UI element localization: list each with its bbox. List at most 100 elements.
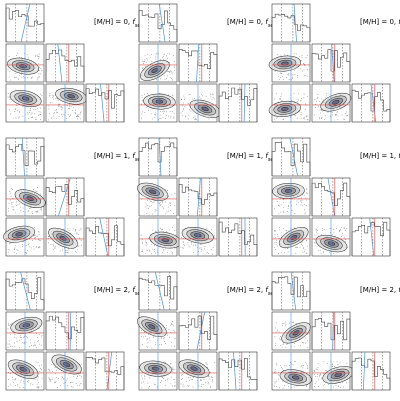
sample-point [194, 119, 196, 121]
sample-point [284, 53, 286, 55]
sample-point [75, 252, 77, 253]
title-part: [M/H] = 0, [360, 18, 398, 26]
sample-point [79, 118, 81, 120]
sample-point [198, 251, 200, 252]
sample-point [165, 327, 167, 329]
sample-point [286, 230, 288, 232]
sample-point [155, 58, 157, 60]
sample-point [275, 322, 277, 324]
sample-point [37, 54, 39, 56]
sample-point [319, 112, 321, 114]
sample-point [25, 245, 27, 246]
sample-point [15, 72, 17, 74]
sample-point [151, 205, 153, 207]
sample-point [36, 246, 38, 247]
sample-point [278, 253, 280, 254]
sample-point [39, 111, 41, 113]
subplot-frame [5, 3, 45, 43]
sample-point [212, 94, 214, 95]
sample-point [32, 189, 34, 190]
sample-point [56, 109, 58, 111]
sample-point [169, 77, 171, 78]
histogram [311, 318, 351, 350]
sample-point [275, 344, 277, 346]
sample-point [48, 235, 50, 237]
sample-point [339, 229, 341, 231]
sample-point [208, 381, 210, 383]
sample-point [302, 205, 304, 206]
sample-point [339, 387, 341, 388]
sample-point [281, 73, 282, 75]
truth-line [20, 271, 31, 311]
sample-point [148, 387, 150, 389]
sample-point [155, 56, 157, 58]
sample-point [146, 244, 148, 246]
sample-point [10, 195, 12, 197]
sample-point [295, 361, 296, 362]
sample-point [182, 247, 184, 248]
sample-point [200, 250, 202, 252]
sample-point [165, 201, 167, 203]
sample-point [321, 227, 323, 229]
sample-point [55, 369, 57, 371]
sample-point [317, 97, 319, 99]
sample-point [172, 323, 174, 325]
sample-point [169, 71, 171, 72]
sample-point [39, 371, 41, 372]
sample-point [70, 381, 71, 383]
sample-point [144, 55, 146, 57]
histogram [138, 276, 178, 310]
sample-point [274, 385, 275, 387]
sample-point [146, 213, 148, 214]
sample-point [171, 78, 172, 80]
sample-point [40, 239, 41, 241]
sample-point [286, 77, 288, 78]
sample-point [9, 383, 11, 385]
sample-point [174, 65, 175, 67]
sample-point [172, 95, 174, 97]
sample-point [145, 245, 147, 247]
sample-point [337, 119, 339, 120]
sample-point [164, 79, 166, 80]
sample-point [305, 188, 307, 190]
sample-point [34, 344, 36, 346]
sample-point [79, 385, 80, 386]
sample-point [331, 364, 333, 366]
sample-point [30, 342, 32, 344]
sample-point [278, 374, 280, 376]
corner-plot: [M/H] = 1, fsed = 1 [137, 137, 291, 257]
sample-point [287, 247, 289, 249]
sample-point [142, 344, 144, 345]
sample-point [195, 118, 196, 119]
sample-point [160, 204, 162, 205]
sample-point [143, 62, 144, 64]
sample-point [141, 113, 143, 115]
sample-point [321, 117, 323, 118]
sample-point [162, 229, 163, 231]
sample-point [53, 248, 55, 250]
sample-point [343, 118, 345, 120]
sample-point [12, 379, 14, 380]
contour [59, 235, 67, 241]
sample-point [297, 117, 298, 119]
sample-point [300, 100, 302, 102]
sample-point [174, 386, 176, 387]
subplot-frame [351, 351, 391, 391]
sample-point [31, 345, 32, 346]
sample-point [16, 204, 17, 206]
sample-point [210, 96, 212, 98]
sample-point [145, 106, 147, 108]
sample-point [280, 96, 282, 97]
sample-point [152, 248, 154, 250]
sample-point [35, 237, 37, 239]
sample-point [320, 252, 322, 254]
sample-point [190, 377, 191, 379]
sample-point [63, 247, 65, 249]
sample-point [80, 375, 82, 377]
sample-point [11, 202, 13, 204]
sample-point [58, 103, 60, 105]
sample-point [282, 75, 283, 77]
sample-point [26, 337, 28, 338]
sample-point [342, 233, 344, 235]
sample-point [279, 344, 281, 346]
